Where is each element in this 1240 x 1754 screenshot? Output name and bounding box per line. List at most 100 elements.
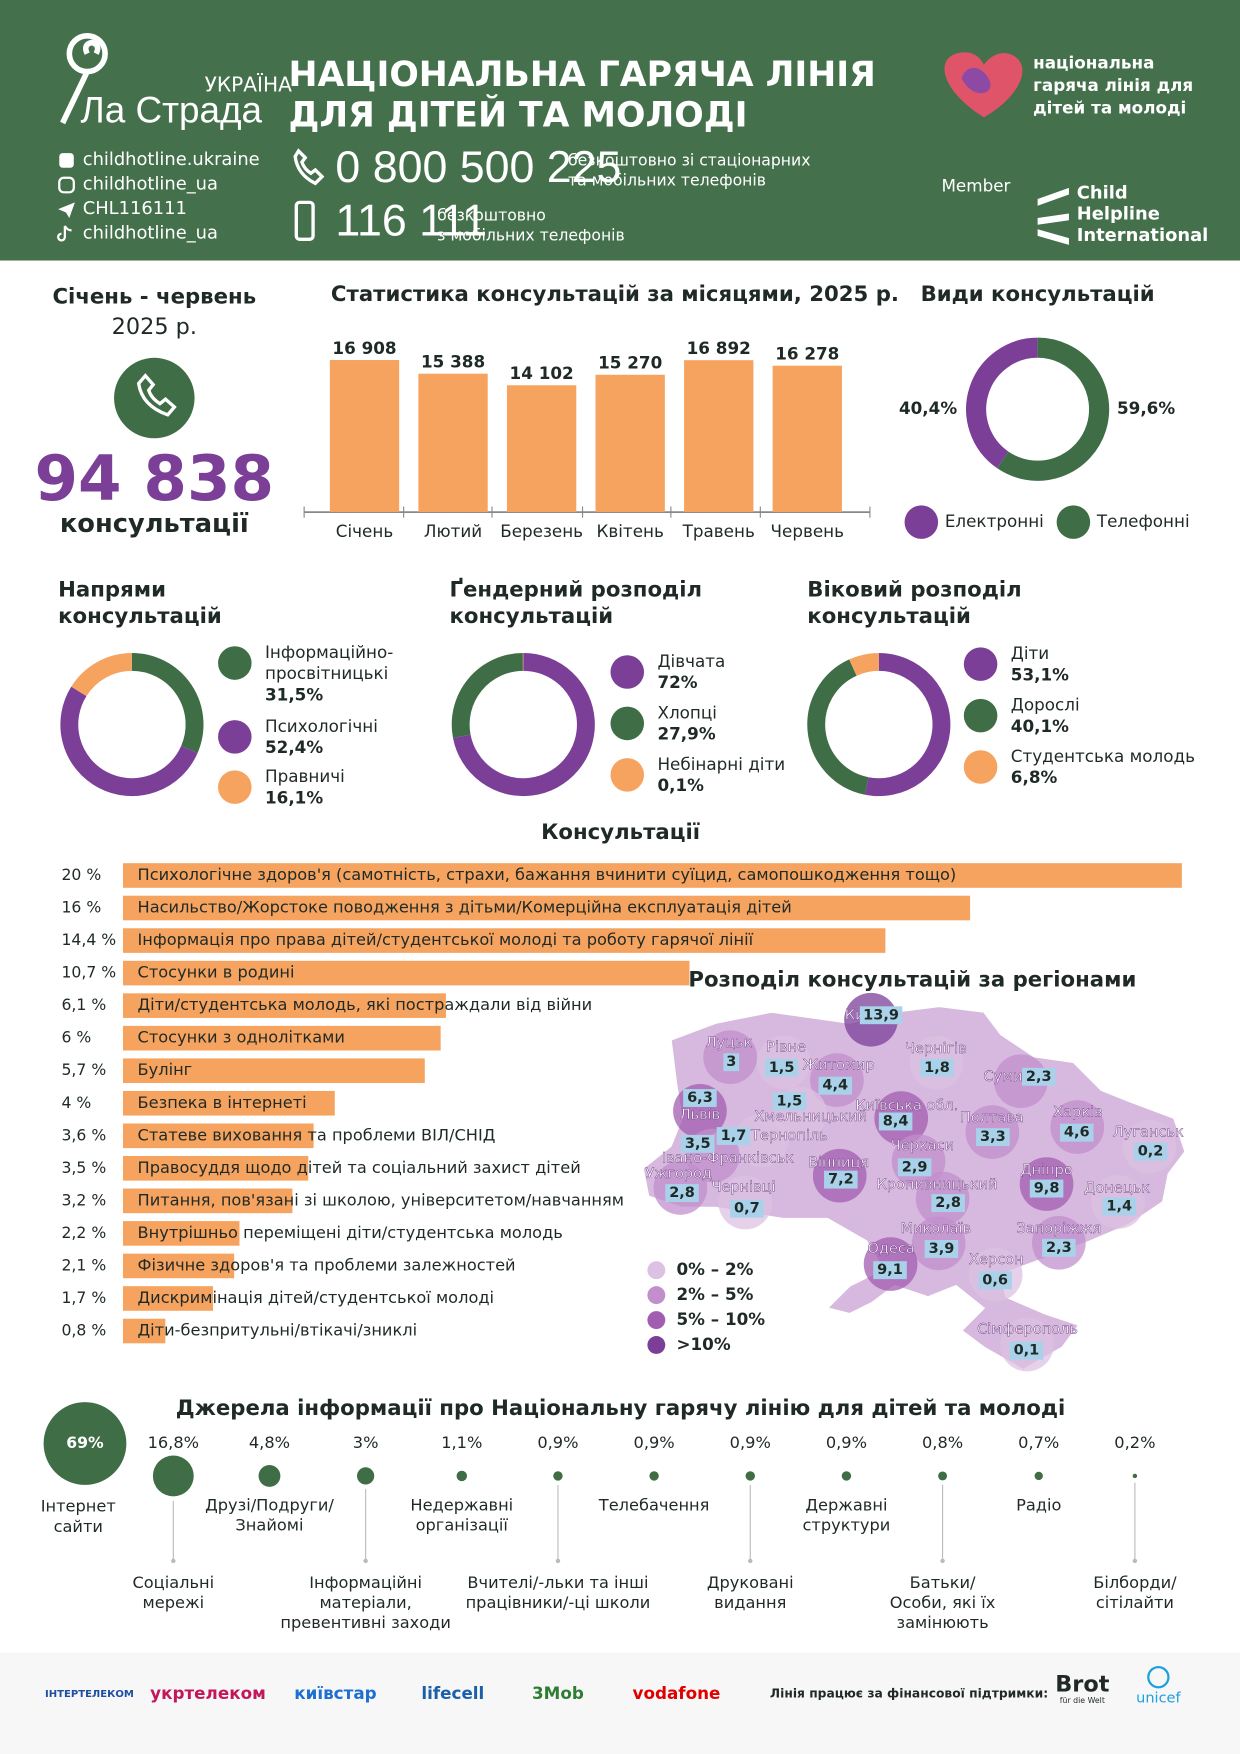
topic-name: Безпека в інтернеті [138, 1093, 307, 1112]
region-badge [716, 1127, 751, 1145]
region-value: 3,9 [929, 1241, 955, 1257]
topic-percent: 2,1 % [61, 1255, 106, 1274]
brand-small: УКРАЇНА [205, 73, 292, 97]
topic-bar [122, 1286, 213, 1311]
source-name: Білборди/ [1093, 1573, 1177, 1592]
source-name: Батьки/ [910, 1573, 976, 1592]
region-name: Херсон [969, 1252, 1023, 1268]
source-value: 16,8% [148, 1433, 199, 1452]
value-label: 16 278 [775, 344, 839, 364]
topic-bar [122, 1123, 314, 1149]
region-value: 6,3 [687, 1090, 713, 1106]
source-name: матеріали, [319, 1593, 411, 1612]
topic-percent: 2,2 % [61, 1223, 106, 1242]
region-name: Луцьк [706, 1035, 753, 1051]
region-name: Одеса [868, 1241, 915, 1257]
region-value: 1,5 [769, 1060, 795, 1076]
header-title: ДЛЯ ДІТЕЙ ТА МОЛОДІ [288, 93, 747, 135]
social-icons [57, 153, 75, 242]
region-name: Ужгород [645, 1166, 712, 1182]
operator-logo: vodafone [633, 1683, 721, 1703]
region-name: Житомир [803, 1058, 875, 1074]
connector-dot [1132, 1558, 1138, 1564]
bar [772, 365, 842, 513]
source-bubble [1132, 1473, 1138, 1479]
bar [684, 360, 754, 513]
connector-dot [363, 1558, 368, 1564]
region-name: Донецьк [1084, 1181, 1150, 1197]
region-badge [976, 1128, 1010, 1147]
year: 2025 р. [112, 314, 197, 340]
region-name: Хмельницький [754, 1109, 867, 1125]
region-name: Вінниця [808, 1155, 869, 1171]
connector-dot [555, 1558, 561, 1564]
source-name: структури [802, 1516, 890, 1535]
source-name: видання [714, 1593, 786, 1612]
region-value: 2,9 [902, 1159, 928, 1175]
topic-percent: 5,7 % [61, 1060, 106, 1079]
region-value: 2,3 [1026, 1069, 1052, 1085]
region-value: 2,8 [935, 1195, 961, 1211]
region-name: Чернівці [712, 1179, 776, 1195]
region-badge [859, 1006, 903, 1025]
total: 94 838 [34, 442, 274, 515]
donut-segment [966, 337, 1039, 469]
region-name: Запоріжжя [1017, 1221, 1102, 1237]
topic-name: Діти-безпритульні/втікачі/зниклі [138, 1321, 418, 1340]
support-note: Лінія працює за фінансової підтримки: [770, 1686, 1048, 1700]
section-title: Віковий розподіл [807, 577, 1021, 602]
topic-bar [122, 1188, 293, 1214]
donor-logo: Brot [1055, 1672, 1109, 1698]
chart-title: Види консультацій [921, 282, 1155, 307]
legend-label: просвітницькі [265, 663, 388, 683]
section-title: Розподіл консультацій за регіонами [688, 968, 1136, 993]
region-badge [818, 1076, 853, 1095]
region-name: Черкаси [891, 1138, 954, 1154]
map-legend-swatch [647, 1336, 666, 1354]
topic-percent: 4 % [61, 1093, 91, 1112]
topic-name: Стосунки з однолітками [138, 1028, 345, 1047]
region-name: Кропивницький [877, 1177, 998, 1193]
partner-logo-text: дітей та молоді [1033, 97, 1186, 117]
phone-number: 116 111 [335, 196, 487, 245]
region-value: 4,6 [1064, 1125, 1090, 1141]
source-bubble [649, 1471, 659, 1481]
source-name: мережі [143, 1593, 205, 1612]
legend-value: 6,8% [1011, 767, 1058, 787]
map-legend-label: 5% – 10% [676, 1309, 765, 1329]
donor-logo: unicef [1136, 1690, 1181, 1706]
legend-icon [963, 647, 998, 681]
map-legend-label: 0% – 2% [676, 1259, 753, 1279]
x-tick-label: Лютий [424, 521, 482, 541]
topic-bar [122, 1156, 309, 1181]
source-name: Інформаційні [309, 1573, 422, 1592]
region-name: Полтава [960, 1110, 1024, 1126]
source-name: працівники/-ці школи [466, 1593, 651, 1612]
legend-label: Хлопці [657, 702, 717, 722]
source-name: Друзі/Подруги/ [205, 1496, 334, 1515]
region-name: Івано-Франківськ [662, 1150, 794, 1166]
phone-note: безкоштовно [437, 205, 546, 224]
value-label: 16 908 [332, 338, 396, 358]
region-value: 2,8 [669, 1185, 695, 1201]
region-value: 2,3 [1046, 1240, 1072, 1256]
x-tick-label: Березень [500, 521, 583, 541]
connector-dot [940, 1558, 945, 1564]
x-tick-label: Травень [682, 521, 755, 541]
social-handle: childhotline_ua [83, 223, 218, 244]
region-badge [897, 1158, 932, 1177]
topic-name: Питання, пов'язані зі школою, університе… [138, 1190, 624, 1209]
social-handle: childhotline.ukraine [83, 149, 260, 170]
region-badge [1021, 1067, 1056, 1086]
legend-icon [218, 770, 252, 804]
topic-percent: 10,7 % [61, 963, 116, 982]
section-title: консультацій [807, 604, 971, 629]
legend-icon [610, 655, 645, 689]
topic-name: Статеве виховання та проблеми ВІЛ/СНІД [138, 1125, 496, 1144]
region-name: Луганськ [1113, 1125, 1184, 1141]
phone-icons [293, 148, 325, 241]
region-badge [878, 1112, 913, 1131]
topic-bar [122, 863, 1182, 888]
donor-logo: für die Welt [1060, 1696, 1105, 1705]
region-value: 8,4 [883, 1113, 909, 1129]
